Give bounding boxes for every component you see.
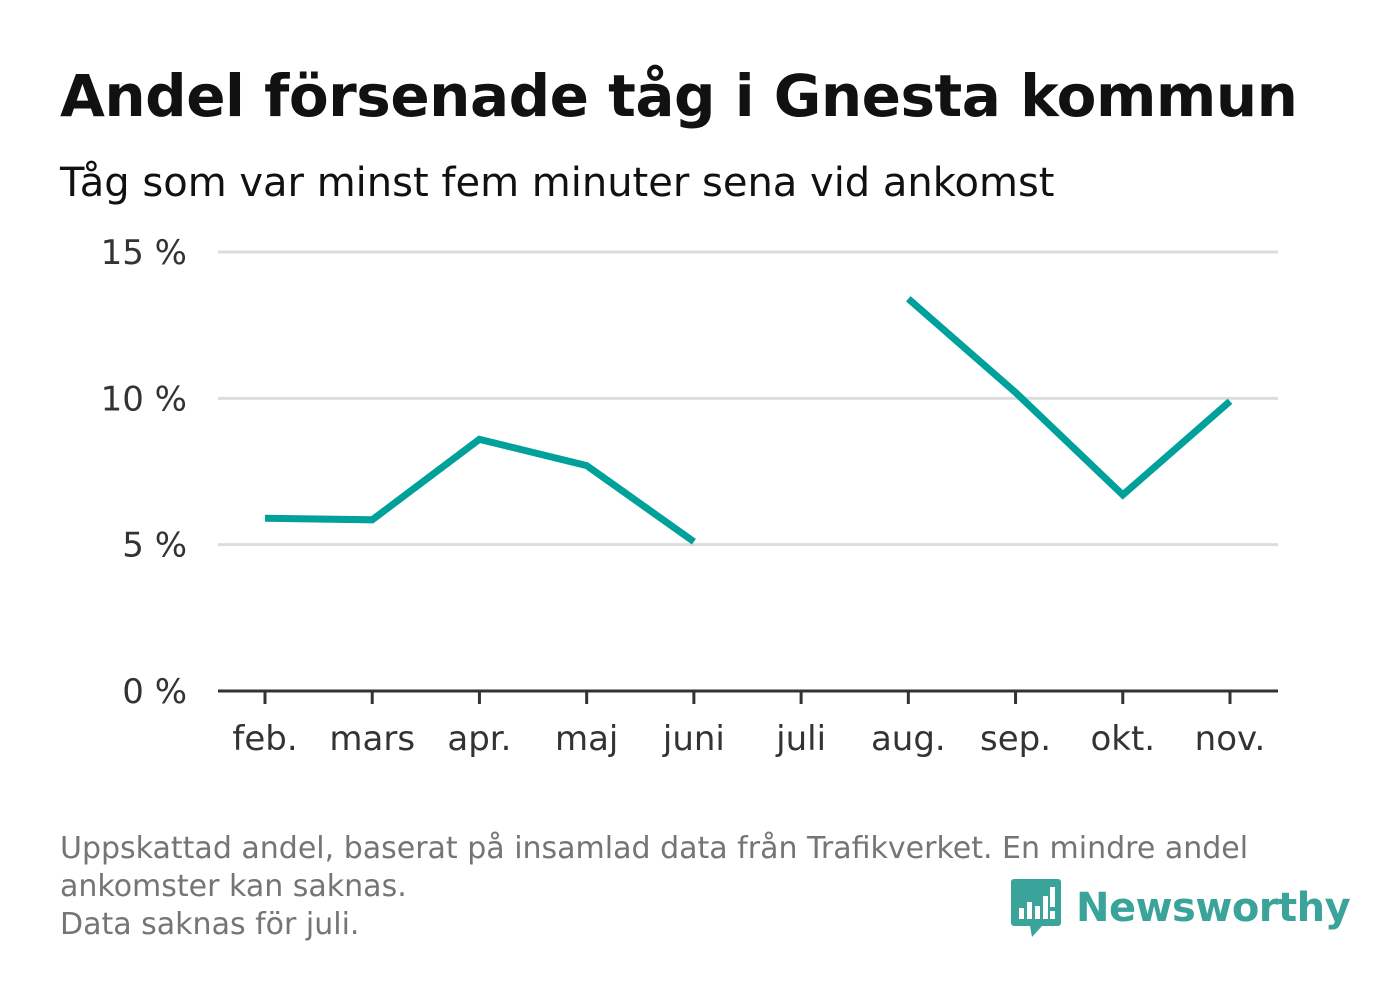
- brand-name: Newsworthy: [1076, 885, 1351, 931]
- footnote-line: Data saknas för juli.: [60, 907, 360, 942]
- x-tick-label: juni: [662, 719, 725, 759]
- footnote: Uppskattad andel, baserat på insamlad da…: [60, 830, 1320, 944]
- x-tick-label: mars: [329, 719, 415, 759]
- y-tick-label: 5 %: [122, 526, 187, 566]
- x-axis-ticks: feb. mars apr. maj juni juli aug. sep. okt. nov.: [232, 691, 1265, 759]
- chart-subtitle: Tåg som var minst fem minuter sena vid a…: [60, 160, 1055, 206]
- footnote-line: Uppskattad andel, baserat på insamlad da…: [60, 831, 1249, 866]
- x-tick-label: feb.: [232, 719, 297, 759]
- series-lines: [264, 296, 1233, 545]
- gridlines: [218, 250, 1278, 547]
- x-tick-label: juli: [775, 719, 826, 759]
- x-tick-label: aug.: [871, 719, 946, 759]
- x-tick-label: okt.: [1090, 719, 1155, 759]
- x-tick-label: apr.: [447, 719, 511, 759]
- y-axis-ticks: 0 % 5 % 10 % 15 %: [101, 233, 187, 712]
- newsworthy-logo: Newsworthy: [1010, 876, 1351, 940]
- footnote-line: ankomster kan saknas.: [60, 869, 407, 904]
- x-tick-label: maj: [555, 719, 618, 759]
- chart-title: Andel försenade tåg i Gnesta kommun: [60, 62, 1298, 130]
- y-tick-label: 0 %: [122, 672, 187, 712]
- series-line-segment: [905, 296, 1233, 500]
- series-line-segment: [264, 435, 696, 545]
- y-tick-label: 10 %: [101, 379, 187, 419]
- y-tick-label: 15 %: [101, 233, 187, 273]
- x-tick-label: sep.: [980, 719, 1051, 759]
- x-tick-label: nov.: [1195, 719, 1266, 759]
- bar-chart-speech-bubble-icon: [1011, 879, 1061, 937]
